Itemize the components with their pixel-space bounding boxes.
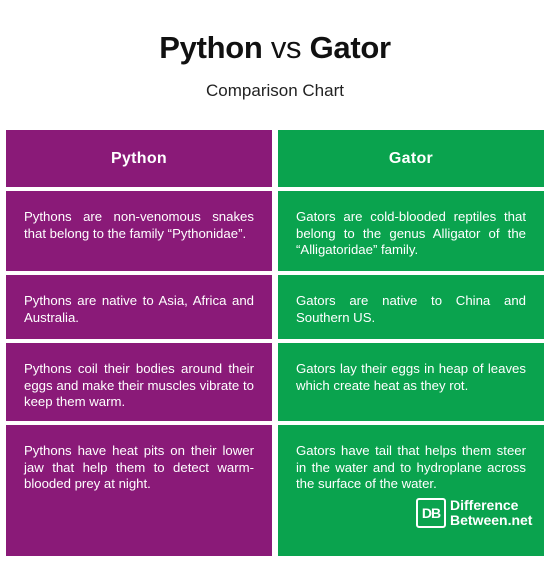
gator-heading: Gator bbox=[278, 130, 544, 187]
title-python: Python bbox=[159, 30, 263, 65]
page-title: Python vs Gator bbox=[0, 30, 550, 66]
title-gator: Gator bbox=[309, 30, 391, 65]
gator-row-3: Gators lay their eggs in heap of leaves … bbox=[278, 343, 544, 421]
logo-text: Difference Between.net bbox=[450, 498, 532, 528]
python-row-4: Pythons have heat pits on their lower ja… bbox=[6, 425, 272, 556]
python-row-1: Pythons are non-venomous snakes that bel… bbox=[6, 191, 272, 271]
python-heading: Python bbox=[6, 130, 272, 187]
db-logo-icon: DB bbox=[416, 498, 446, 528]
gator-row-1: Gators are cold-blooded reptiles that be… bbox=[278, 191, 544, 271]
python-row-2: Pythons are native to Asia, Africa and A… bbox=[6, 275, 272, 339]
logo-line-1: Difference bbox=[450, 497, 519, 513]
page-subtitle: Comparison Chart bbox=[206, 81, 344, 100]
title-vs: vs bbox=[270, 30, 302, 65]
gator-row-4: Gators have tail that helps them steer i… bbox=[278, 425, 544, 556]
differencebetween-logo: DB Difference Between.net bbox=[416, 498, 532, 528]
gator-row-2: Gators are native to China and Southern … bbox=[278, 275, 544, 339]
logo-line-2: Between.net bbox=[450, 512, 533, 528]
python-row-3: Pythons coil their bodies around their e… bbox=[6, 343, 272, 421]
